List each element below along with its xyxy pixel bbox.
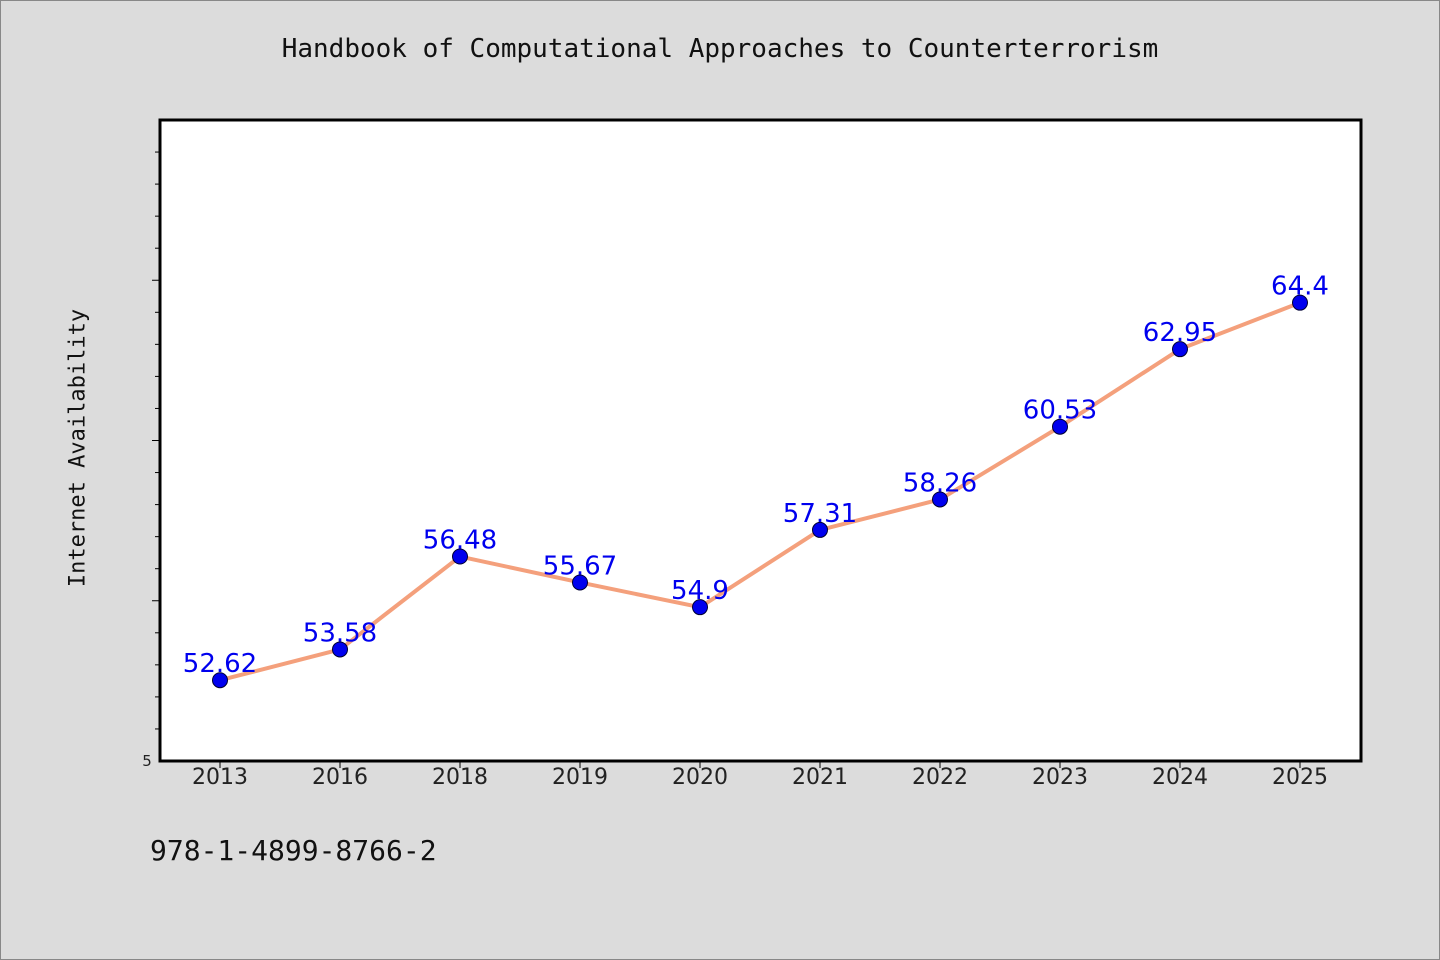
data-point bbox=[1172, 341, 1188, 358]
data-point bbox=[1052, 418, 1068, 435]
series-line bbox=[218, 300, 1302, 683]
x-axis-ticks: 2013 2016 2018 2019 2020 2021 2022 2023 2024 2025 bbox=[192, 761, 1328, 790]
y-axis-min-label: 5 bbox=[142, 752, 152, 770]
data-point bbox=[332, 641, 348, 658]
x-tick-label: 2023 bbox=[1032, 765, 1088, 790]
plot-area bbox=[158, 118, 1363, 763]
data-label: 57.31 bbox=[783, 499, 857, 529]
x-tick-label: 2019 bbox=[552, 765, 608, 790]
x-tick-label: 2025 bbox=[1272, 765, 1328, 790]
data-point bbox=[212, 672, 228, 689]
data-label: 53.58 bbox=[303, 618, 377, 648]
data-label: 62.95 bbox=[1143, 318, 1217, 348]
data-label: 64.4 bbox=[1271, 272, 1329, 302]
x-tick-label: 2021 bbox=[792, 765, 848, 790]
chart-title: Handbook of Computational Approaches to … bbox=[281, 34, 1159, 64]
y-axis-ticks bbox=[152, 151, 160, 730]
data-label: 52.62 bbox=[183, 649, 257, 679]
data-label: 54.9 bbox=[671, 576, 729, 606]
data-label: 55.67 bbox=[543, 551, 617, 581]
data-point bbox=[452, 548, 468, 565]
isbn-text: 978-1-4899-8766-2 bbox=[150, 834, 437, 867]
x-tick-label: 2024 bbox=[1152, 765, 1208, 790]
x-tick-label: 2022 bbox=[912, 765, 968, 790]
data-label: 60.53 bbox=[1023, 396, 1097, 426]
data-label-layer: 52.62 53.58 56.48 55.67 54.9 57.31 58.26 60.53 6… bbox=[183, 272, 1329, 680]
x-tick-label: 2013 bbox=[192, 765, 248, 790]
data-point bbox=[932, 491, 948, 508]
data-label: 58.26 bbox=[903, 468, 977, 498]
x-tick-label: 2020 bbox=[672, 765, 728, 790]
x-tick-label: 2016 bbox=[312, 765, 368, 790]
data-point bbox=[812, 521, 828, 538]
series-layer bbox=[212, 294, 1308, 689]
data-point bbox=[572, 574, 588, 591]
data-point bbox=[1292, 294, 1308, 311]
data-label: 56.48 bbox=[423, 526, 497, 556]
x-tick-label: 2018 bbox=[432, 765, 488, 790]
data-point bbox=[692, 599, 708, 616]
